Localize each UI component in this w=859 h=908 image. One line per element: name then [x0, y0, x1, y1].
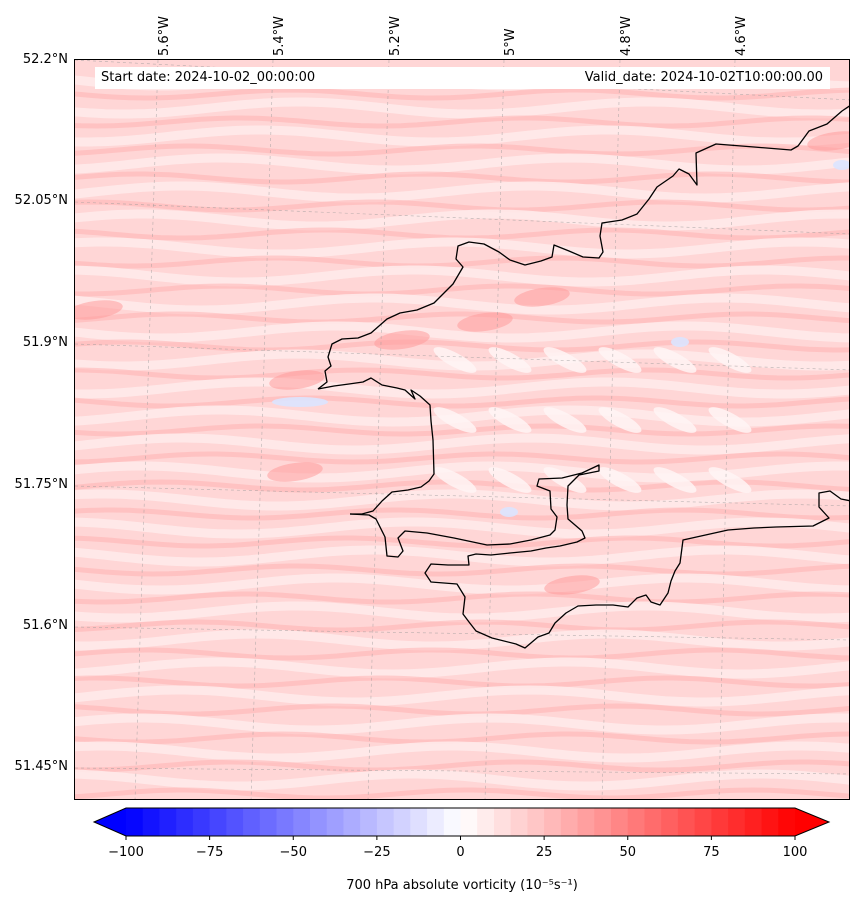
coastline [317, 105, 849, 649]
colorbar-cell [192, 808, 211, 836]
vorticity-map [74, 59, 850, 800]
colorbar-tick-label: 25 [535, 845, 553, 860]
date-info-box [95, 67, 830, 89]
colorbar-cell [226, 808, 244, 836]
colorbar-tick-label: 75 [703, 845, 720, 860]
colorbar-cell [326, 808, 345, 836]
colorbar-tick-label: −50 [279, 845, 307, 860]
colorbar-cell [627, 808, 646, 836]
lat-label-51-75n: 51.75°N [14, 477, 68, 492]
lat-label-51-45n: 51.45°N [14, 759, 68, 774]
colorbar-cell [544, 808, 562, 836]
colorbar-cell [527, 808, 545, 836]
colorbar-cell [477, 808, 495, 836]
colorbar-cell [343, 808, 361, 836]
colorbar-min-extension [94, 808, 126, 836]
colorbar-cell [778, 808, 796, 836]
colorbar-cell [209, 808, 227, 836]
colorbar-cell [677, 808, 696, 836]
colorbar-cell [393, 808, 411, 836]
colorbar-tick-label: 0 [456, 845, 465, 860]
colorbar-cell [427, 808, 445, 836]
lat-label-52-05n: 52.05°N [14, 193, 68, 208]
colorbar-cell [644, 808, 662, 836]
colorbar-cell [560, 808, 579, 836]
colorbar-cell [711, 808, 729, 836]
colorbar-cell [410, 808, 428, 836]
colorbar-tick-label: −25 [363, 845, 391, 860]
colorbar-cell [293, 808, 311, 836]
colorbar-label: 700 hPa absolute vorticity (10⁻⁵s⁻¹) [346, 878, 578, 893]
colorbar-cell [259, 808, 278, 836]
colorbar-cell [276, 808, 294, 836]
colorbar-cell [510, 808, 528, 836]
colorbar-tick-marks [125, 836, 796, 840]
map-canvas [75, 60, 849, 799]
colorbar-cell [493, 808, 512, 836]
colorbar-cell [661, 808, 679, 836]
colorbar-cells [126, 808, 796, 836]
colorbar-cell [360, 808, 378, 836]
valid-date-label: Valid_date: 2024-10-02T10:00:00.00 [584, 70, 823, 85]
vorticity-field [75, 60, 849, 799]
colorbar-cell [142, 808, 161, 836]
colorbar-tick-label: −100 [108, 845, 144, 860]
colorbar-tick-label: 100 [782, 845, 808, 860]
colorbar-cell [577, 808, 595, 836]
colorbar-tick-label: −75 [195, 845, 224, 860]
lat-label-52-2n: 52.2°N [22, 52, 68, 67]
colorbar-cell [460, 808, 478, 836]
colorbar-cell [761, 808, 779, 836]
start-date-label: Start date: 2024-10-02_00:00:00 [101, 70, 316, 85]
lat-label-51-9n: 51.9°N [22, 335, 68, 350]
colorbar-cell [126, 808, 144, 836]
colorbar-cell [694, 808, 712, 836]
colorbar-cell [744, 808, 763, 836]
colorbar-cell [376, 808, 395, 836]
colorbar-cell [159, 808, 177, 836]
colorbar-tick-label: 50 [619, 845, 637, 860]
colorbar-cell [176, 808, 194, 836]
lat-label-51-6n: 51.6°N [22, 618, 68, 633]
colorbar-cell [443, 808, 462, 836]
colorbar-max-extension [795, 808, 829, 836]
colorbar-cell [243, 808, 261, 836]
colorbar-cell [594, 808, 612, 836]
colorbar-cell [611, 808, 629, 836]
colorbar-cell [309, 808, 328, 836]
colorbar-cell [728, 808, 746, 836]
